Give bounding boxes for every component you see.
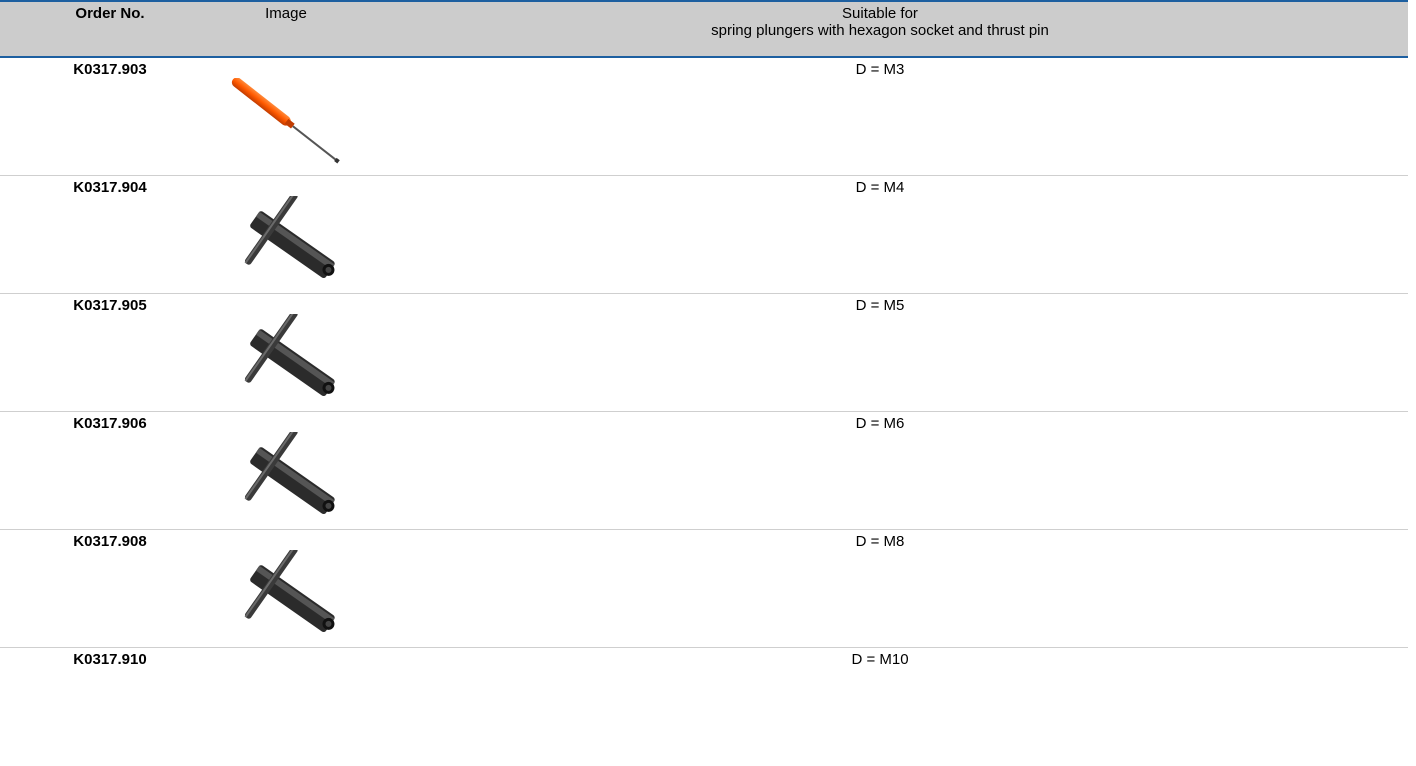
suitable-size: D = M3 bbox=[855, 61, 905, 78]
suitable-size: D = M5 bbox=[855, 297, 905, 314]
t-wrench-icon bbox=[224, 191, 352, 292]
suitable-size: D = M10 bbox=[851, 651, 909, 668]
order-number: K0317.903 bbox=[73, 61, 147, 78]
table-row: K0317.908 D = M8 bbox=[0, 530, 1408, 648]
header-suitable-line2: spring plungers with hexagon socket and … bbox=[711, 22, 1049, 39]
header-order-no: Order No. bbox=[75, 5, 145, 22]
table-row: K0317.906 D = M6 bbox=[0, 412, 1408, 530]
t-wrench-icon bbox=[224, 309, 352, 410]
table-row: K0317.905 D = M5 bbox=[0, 294, 1408, 412]
suitable-size: D = M6 bbox=[855, 415, 905, 432]
t-wrench-icon bbox=[224, 427, 352, 528]
screwdriver-icon bbox=[224, 77, 352, 174]
order-number: K0317.910 bbox=[73, 651, 147, 668]
order-number: K0317.904 bbox=[73, 179, 147, 196]
t-wrench-icon bbox=[224, 545, 352, 646]
order-number: K0317.906 bbox=[73, 415, 147, 432]
order-number: K0317.905 bbox=[73, 297, 147, 314]
suitable-size: D = M8 bbox=[855, 533, 905, 550]
order-number: K0317.908 bbox=[73, 533, 147, 550]
table-row: K0317.904 D = M4 bbox=[0, 176, 1408, 294]
header-image: Image bbox=[265, 5, 307, 22]
header-suitable-for: Suitable for spring plungers with hexago… bbox=[352, 5, 1408, 39]
table-row: K0317.903 D = M3 bbox=[0, 58, 1408, 176]
header-suitable-line1: Suitable for bbox=[842, 5, 918, 22]
table-row: K0317.910 D = M10 bbox=[0, 648, 1408, 766]
table-header: Order No. Image Suitable for spring plun… bbox=[0, 0, 1408, 58]
suitable-size: D = M4 bbox=[855, 179, 905, 196]
